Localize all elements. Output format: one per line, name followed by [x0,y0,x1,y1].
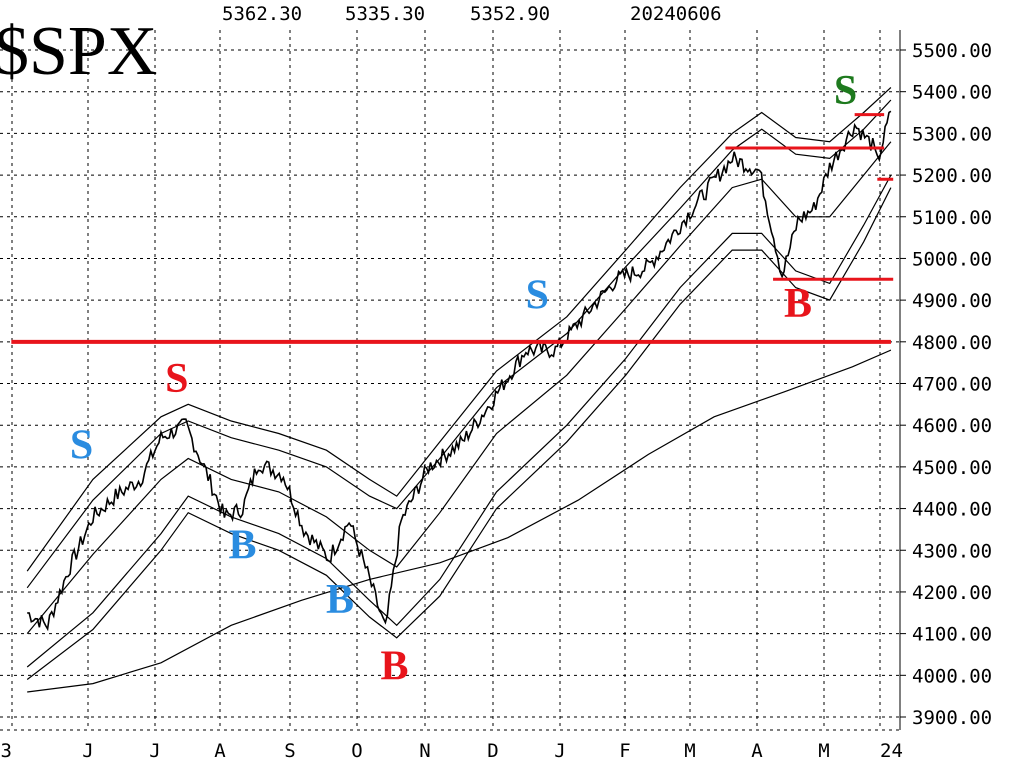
x-tick-label: J [82,740,93,762]
signal-s-blue: S [70,423,93,469]
band-upper1 [26,99,892,589]
y-tick-label: 5200.00 [912,165,992,187]
y-tick-label: 4800.00 [912,332,992,354]
x-axis-labels: 23 J J A S O N D J F M A M 24 [0,740,903,762]
x-tick-label: 24 [880,740,903,762]
signal-b-red: B [784,281,812,327]
y-tick-label: 4000.00 [912,665,992,687]
x-tick-label: A [214,740,226,762]
x-tick-label: M [818,740,829,762]
y-tick-label: 5400.00 [912,82,992,104]
level-lines [11,113,894,344]
y-tick-label: 5000.00 [912,248,992,270]
signal-b-blue: B [229,523,257,569]
y-axis-labels: 5500.00 5400.00 5300.00 5200.00 5100.00 5000.… [900,40,992,729]
signal-s-blue: S [526,272,549,318]
y-tick-label: 4100.00 [912,624,992,646]
header-date: 20240606 [630,3,722,25]
x-tick-label: O [351,740,362,762]
y-tick-label: 4300.00 [912,540,992,562]
y-tick-label: 4900.00 [912,290,992,312]
signal-s-green: S [834,68,857,114]
envelope-bands [26,87,892,693]
y-tick-label: 5100.00 [912,207,992,229]
x-tick-label: 23 [0,740,12,762]
band-upper2 [26,87,892,572]
y-tick-label: 4700.00 [912,374,992,396]
header-high: 5362.30 [222,3,302,25]
price-line [27,110,892,632]
x-tick-label: S [284,740,295,762]
header-close: 5352.90 [470,3,550,25]
x-tick-label: J [149,740,160,762]
ticker-title: $SPX [0,13,157,90]
y-tick-label: 4400.00 [912,499,992,521]
x-tick-label: J [554,740,565,762]
x-tick-label: N [419,740,430,762]
grid [0,30,901,731]
signal-b-red: B [380,643,408,689]
y-tick-label: 3900.00 [912,707,992,729]
y-tick-label: 5300.00 [912,123,992,145]
x-tick-label: M [684,740,695,762]
price-series [27,110,892,632]
x-tick-label: A [751,740,763,762]
y-tick-label: 5500.00 [912,40,992,62]
signal-s-red: S [165,356,188,402]
y-tick-label: 4500.00 [912,457,992,479]
band-ma200 [27,349,892,693]
band-middle [26,141,892,634]
y-tick-label: 4200.00 [912,582,992,604]
signal-b-blue: B [326,577,354,623]
y-tick-label: 4600.00 [912,415,992,437]
band-lower1 [26,174,892,668]
header-low: 5335.30 [345,3,425,25]
x-tick-label: D [487,740,498,762]
x-tick-label: F [619,740,630,762]
